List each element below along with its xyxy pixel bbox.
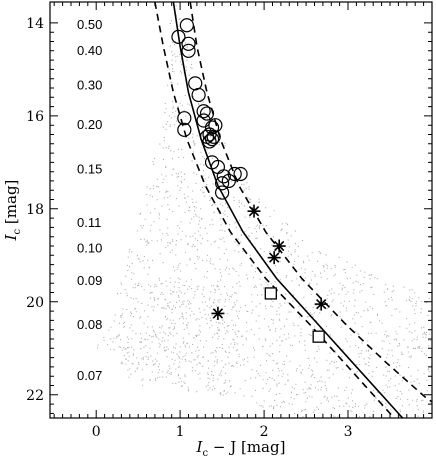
mass-label: 0.50 (77, 17, 102, 32)
circle-point (215, 176, 230, 191)
x-axis-label-main: I (196, 438, 204, 456)
asterisk-point (272, 239, 286, 253)
circle-point (204, 120, 220, 135)
y-tick-label: 22 (26, 388, 44, 404)
mass-label: 0.08 (77, 317, 102, 332)
mass-label: 0.10 (77, 240, 102, 255)
circle-point (171, 29, 186, 44)
plot-frame (49, 1, 433, 419)
square-point (264, 287, 277, 300)
circle-point (181, 36, 196, 51)
isochrone-dashed-line-2 (189, 2, 432, 403)
x-axis-label-sub: c (202, 448, 208, 459)
circle-point (199, 106, 215, 121)
circle-point (177, 111, 192, 126)
mass-label: 0.07 (77, 368, 102, 383)
mass-label: 0.40 (77, 43, 102, 58)
y-axis-label: Ic [mag] (2, 180, 23, 242)
y-axis-label-rest: [mag] (2, 180, 20, 229)
circle-point (227, 166, 242, 182)
x-tick-label: 3 (344, 424, 353, 440)
field-star-cloud (97, 5, 432, 418)
asterisk-point (314, 297, 328, 311)
circle-point (181, 43, 196, 58)
field-star-dots (97, 5, 432, 418)
asterisk-point (247, 204, 261, 218)
circle-point (188, 76, 203, 91)
circle-point (210, 159, 226, 175)
mass-labels: 0.50 0.40 0.30 0.20 0.15 0.11 0.10 0.09 0.08 0.07 (77, 17, 102, 383)
x-tick-label: 1 (176, 424, 185, 440)
axis-ticks (50, 2, 433, 418)
isochrone-solid-line (172, 2, 404, 418)
circle-point (206, 129, 221, 144)
mass-label: 0.20 (77, 117, 102, 132)
circle-point (196, 104, 211, 119)
circle-point (216, 169, 231, 184)
isochrone-dashed-line-1 (154, 2, 395, 418)
circle-point (215, 185, 230, 200)
mass-label: 0.11 (77, 215, 101, 230)
y-axis-label-sub: c (12, 228, 23, 234)
mass-label: 0.09 (77, 273, 102, 288)
circle-point (179, 18, 194, 33)
y-tick-label: 20 (26, 295, 44, 311)
circle-point (199, 129, 215, 144)
y-tick-label: 14 (26, 16, 44, 32)
asterisk-point (211, 306, 225, 320)
tick-labels: 0 1 2 3 14 16 18 20 22 (26, 16, 352, 440)
x-axis-label-rest: − J [mag] (208, 438, 285, 456)
square-point (312, 330, 325, 343)
circle-point (233, 166, 248, 182)
mass-label: 0.15 (77, 161, 102, 176)
asterisk-point (267, 251, 281, 265)
isochrone-lines (154, 2, 432, 418)
y-tick-label: 18 (26, 202, 44, 218)
x-tick-label: 0 (92, 424, 101, 440)
circle-point (177, 122, 192, 137)
tick-marks (50, 2, 433, 418)
data-points (171, 18, 328, 343)
x-tick-label: 2 (260, 424, 269, 440)
x-axis-label: Ic − J [mag] (196, 438, 286, 459)
mass-label: 0.30 (77, 78, 102, 93)
circle-point (191, 87, 206, 103)
y-axis-label-main: I (2, 233, 20, 241)
y-tick-label: 16 (26, 109, 44, 125)
